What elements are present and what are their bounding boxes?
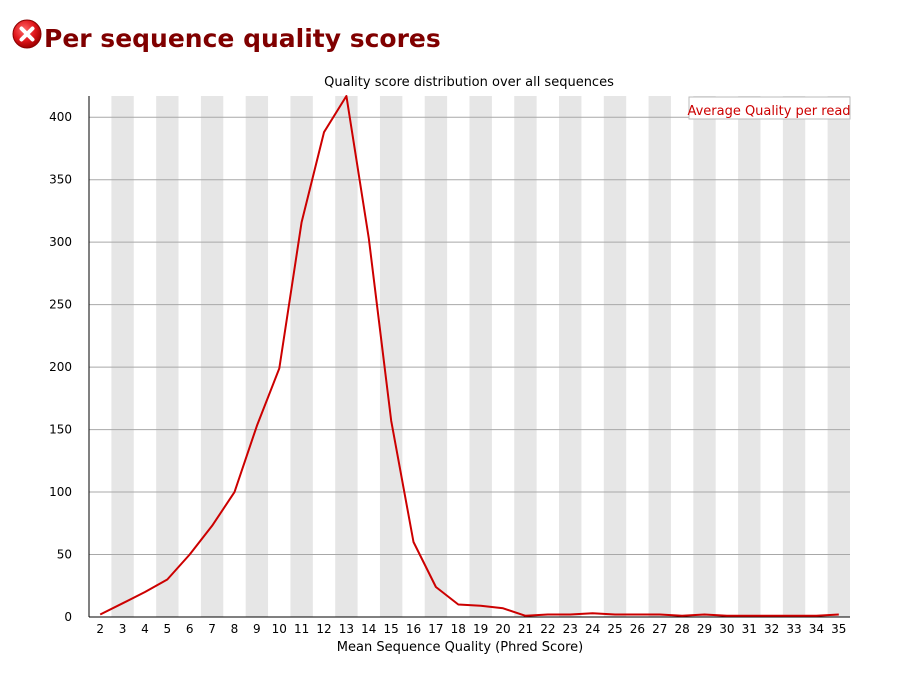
y-tick-150: 150: [49, 423, 72, 437]
x-tick-20: 20: [495, 622, 510, 636]
legend-box: [688, 96, 851, 120]
x-tick-8: 8: [231, 622, 239, 636]
band-15: [379, 96, 403, 617]
x-tick-2: 2: [96, 622, 104, 636]
y-tick-250: 250: [49, 298, 72, 312]
x-tick-12: 12: [316, 622, 331, 636]
band-11: [290, 96, 313, 617]
chart-title: Quality score distribution over all sequ…: [324, 75, 614, 90]
y-tick-0: 0: [64, 610, 72, 624]
page-title: Per sequence quality scores: [44, 23, 441, 53]
series-line-average-quality: [99, 95, 839, 617]
band-7: [200, 96, 224, 617]
y-tick-labels: 0 50 100 150 200 250 300 350 400: [49, 110, 72, 624]
band-3: [111, 96, 134, 617]
x-tick-29: 29: [697, 622, 712, 636]
fail-cross-icon: [12, 19, 42, 49]
y-tick-400: 400: [49, 110, 72, 124]
x-tick-14: 14: [361, 622, 376, 636]
band-19: [469, 96, 492, 617]
x-tick-7: 7: [208, 622, 216, 636]
x-tick-22: 22: [540, 622, 555, 636]
x-tick-27: 27: [652, 622, 667, 636]
x-tick-21: 21: [518, 622, 533, 636]
band-27: [648, 96, 671, 617]
x-tick-labels: 2 3 4 5 6 7 8 9 10 11 12 13 14 15 16 17 18 19 20 21 22 23 24 25…: [96, 622, 846, 636]
x-tick-3: 3: [119, 622, 127, 636]
x-tick-34: 34: [809, 622, 824, 636]
axes: [88, 96, 850, 618]
x-tick-19: 19: [473, 622, 488, 636]
band-23: [559, 96, 582, 617]
x-tick-32: 32: [764, 622, 779, 636]
x-tick-5: 5: [164, 622, 172, 636]
band-33: [782, 96, 806, 617]
x-tick-31: 31: [742, 622, 757, 636]
x-tick-6: 6: [186, 622, 194, 636]
x-axis-label: Mean Sequence Quality (Phred Score): [337, 640, 583, 655]
x-tick-9: 9: [253, 622, 261, 636]
band-25: [603, 96, 627, 617]
x-tick-11: 11: [294, 622, 309, 636]
x-tick-16: 16: [406, 622, 421, 636]
x-tick-33: 33: [786, 622, 801, 636]
band-29: [693, 96, 716, 617]
x-tick-18: 18: [451, 622, 466, 636]
band-13: [335, 96, 358, 617]
x-tick-28: 28: [674, 622, 689, 636]
y-tick-50: 50: [57, 548, 72, 562]
x-tick-17: 17: [428, 622, 443, 636]
band-17: [424, 96, 448, 617]
legend-entry: Average Quality per read: [687, 104, 850, 119]
band-9: [245, 96, 269, 617]
band-21: [514, 96, 537, 617]
page-header: Per sequence quality scores: [12, 18, 441, 58]
x-tick-26: 26: [630, 622, 645, 636]
band-5: [156, 96, 179, 617]
x-tick-24: 24: [585, 622, 600, 636]
y-tick-100: 100: [49, 485, 72, 499]
y-tick-300: 300: [49, 235, 72, 249]
x-tick-30: 30: [719, 622, 734, 636]
x-tick-23: 23: [563, 622, 578, 636]
x-tick-13: 13: [339, 622, 354, 636]
y-tick-200: 200: [49, 360, 72, 374]
legend: Average Quality per read: [687, 96, 851, 120]
band-31: [738, 96, 761, 617]
x-tick-25: 25: [607, 622, 622, 636]
y-tick-350: 350: [49, 173, 72, 187]
alternating-bands: [111, 96, 850, 617]
band-35: [827, 96, 850, 617]
x-tick-10: 10: [272, 622, 287, 636]
x-tick-4: 4: [141, 622, 149, 636]
x-tick-35: 35: [831, 622, 846, 636]
x-tick-15: 15: [384, 622, 399, 636]
